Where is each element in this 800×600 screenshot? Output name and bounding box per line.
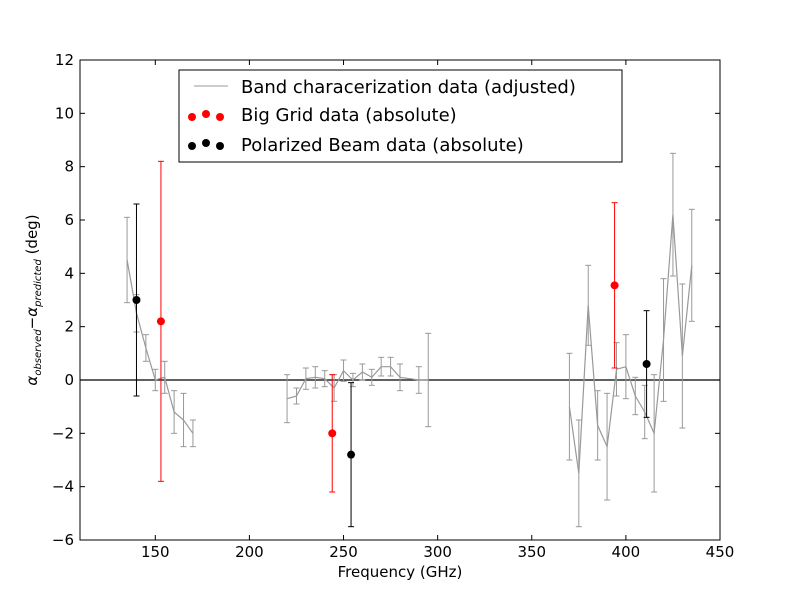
band-errorbar-0-0: [124, 216, 131, 304]
x-tick-label-6: 450: [706, 543, 735, 561]
y-axis-label-unit: (deg): [23, 214, 41, 259]
band-line-segment-1: [286, 366, 429, 400]
band-errorbar-1-14: [425, 332, 432, 428]
axis-ticks: 150 200 250 300 350 400 450 −6 −4 −2 0 2 4 6 8 10 12: [52, 51, 734, 561]
polarized-beam-point-1: [347, 450, 356, 459]
x-tick-label-5: 400: [612, 543, 641, 561]
band-line-segment-2: [568, 214, 693, 474]
legend-box: [178, 69, 623, 163]
y-tick-label-5: 4: [64, 264, 74, 282]
legend-label-big-grid: Big Grid data (absolute): [241, 105, 457, 126]
x-tick-label-3: 300: [423, 543, 452, 561]
y-tick-label-4: 2: [64, 318, 74, 336]
y-tick-label-7: 8: [64, 158, 74, 176]
big-grid-point-0: [156, 317, 165, 326]
y-tick-label-1: −4: [52, 478, 74, 496]
y-tick-label-8: 10: [55, 104, 74, 122]
legend-label-polarized-beam: Polarized Beam data (absolute): [241, 135, 524, 156]
y-tick-label-0: −6: [52, 531, 74, 549]
band-errorbar-2-0: [566, 352, 573, 461]
plot-frame: [79, 59, 721, 541]
x-tick-label-0: 150: [141, 543, 170, 561]
y-tick-label-6: 6: [64, 211, 74, 229]
big-grid-point-1: [328, 429, 337, 438]
y-axis-label-alpha2: α: [23, 307, 41, 317]
x-tick-label-4: 350: [517, 543, 546, 561]
y-axis-label-sub-predicted: predicted: [33, 259, 44, 308]
x-axis-label: Frequency (GHz): [338, 563, 463, 581]
y-tick-label-3: 0: [64, 371, 74, 389]
y-axis-label-sub-observed: observed: [33, 329, 44, 376]
x-tick-label-2: 250: [329, 543, 358, 561]
polarized-beam-point-2: [642, 360, 651, 368]
band-errorbar-0-7: [189, 419, 196, 448]
y-axis-label-minus: −: [23, 317, 41, 330]
y-axis-label-alpha: α: [23, 376, 41, 386]
legend-swatch-polarized-beam: [188, 139, 224, 150]
legend: Band characerization data (adjusted) Big…: [178, 69, 623, 163]
y-tick-label-9: 12: [55, 51, 74, 69]
band-line-segment-0: [126, 259, 194, 434]
big-grid-point-2: [610, 281, 619, 290]
legend-swatch-big-grid: [188, 110, 224, 121]
y-tick-label-2: −2: [52, 424, 74, 442]
polarized-beam-point-0: [132, 296, 141, 304]
legend-label-band: Band characerization data (adjusted): [241, 77, 576, 98]
band-errorbar-1-0: [284, 374, 291, 424]
x-tick-label-1: 200: [235, 543, 264, 561]
y-axis-label: αobserved−αpredicted (deg): [23, 214, 44, 385]
plot-area: [80, 152, 720, 528]
